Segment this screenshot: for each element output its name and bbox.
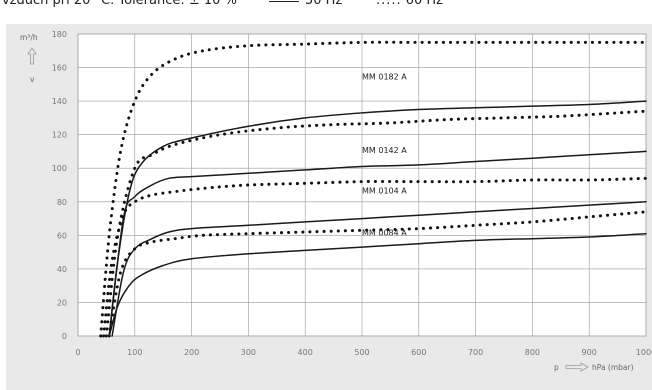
curve-layer bbox=[99, 40, 648, 338]
y-axis-unit-label: m³/h bbox=[20, 33, 38, 42]
y-tick-label: 40 bbox=[57, 265, 67, 274]
label-layer: MM 0182 A MM 0142 A MM 0104 A MM 0084 A bbox=[362, 72, 407, 237]
series-line-mm-0104-a-60hz bbox=[102, 176, 648, 338]
x-tick-label: 0 bbox=[75, 348, 80, 357]
y-tick-label: 20 bbox=[57, 298, 67, 307]
x-tick-label: 800 bbox=[525, 348, 540, 357]
y-tick-label: 0 bbox=[62, 332, 67, 341]
x-axis-arrow-icon bbox=[565, 362, 589, 372]
axis-label-layer: m³/h v p hPa (mbar) bbox=[20, 33, 634, 372]
x-tick-label: 700 bbox=[468, 348, 483, 357]
curve-label-mm-0142-a: MM 0142 A bbox=[362, 146, 407, 155]
curve-label-mm-0182-a: MM 0182 A bbox=[362, 72, 407, 81]
x-axis-unit-label: hPa (mbar) bbox=[592, 363, 634, 372]
y-tick-label: 160 bbox=[52, 64, 67, 73]
x-axis-symbol: p bbox=[554, 363, 559, 372]
x-tick-label: 100 bbox=[127, 348, 142, 357]
y-tick-label: 100 bbox=[52, 164, 67, 173]
x-tick-label: 300 bbox=[241, 348, 256, 357]
legend-50hz-label: 50 Hz bbox=[305, 0, 343, 8]
y-axis-symbol: v bbox=[30, 75, 35, 84]
x-tick-label: 200 bbox=[184, 348, 199, 357]
series-line-mm-0084-a-60hz bbox=[107, 210, 648, 338]
y-tick-label: 60 bbox=[57, 231, 67, 240]
grid-layer bbox=[77, 33, 647, 337]
y-axis-arrow-icon bbox=[27, 47, 37, 65]
curve-label-mm-0104-a: MM 0104 A bbox=[362, 186, 407, 195]
x-tick-label: 600 bbox=[411, 348, 426, 357]
series-line-mm-0142-a-50hz bbox=[108, 150, 647, 337]
y-tick-label: 140 bbox=[52, 97, 67, 106]
y-tick-label: 80 bbox=[57, 198, 67, 207]
series-line-mm-0084-a-50hz bbox=[108, 232, 647, 337]
legend-60hz-label: 60 Hz bbox=[405, 0, 443, 8]
curve-label-mm-0084-a: MM 0084 A bbox=[362, 228, 407, 237]
legend-60hz: ..... 60 Hz bbox=[376, 0, 443, 8]
legend-50hz-solid-swatch bbox=[269, 1, 299, 2]
series-line-mm-0182-a-50hz bbox=[108, 100, 647, 337]
y-tick-label: 180 bbox=[52, 30, 67, 39]
legend-50hz: 50 Hz bbox=[269, 0, 342, 8]
y-tick-label: 120 bbox=[52, 131, 67, 140]
legend-60hz-dotted-swatch: ..... bbox=[376, 0, 402, 8]
x-tick-label: 900 bbox=[582, 348, 597, 357]
test-condition-text: vzduch při 20 °C. Tolerance: ± 10 % bbox=[2, 0, 237, 8]
series-line-mm-0182-a-60hz bbox=[99, 40, 648, 338]
x-tick-label: 500 bbox=[354, 348, 369, 357]
x-tick-label: 400 bbox=[298, 348, 313, 357]
series-line-mm-0182-a-60hz bbox=[104, 109, 648, 338]
